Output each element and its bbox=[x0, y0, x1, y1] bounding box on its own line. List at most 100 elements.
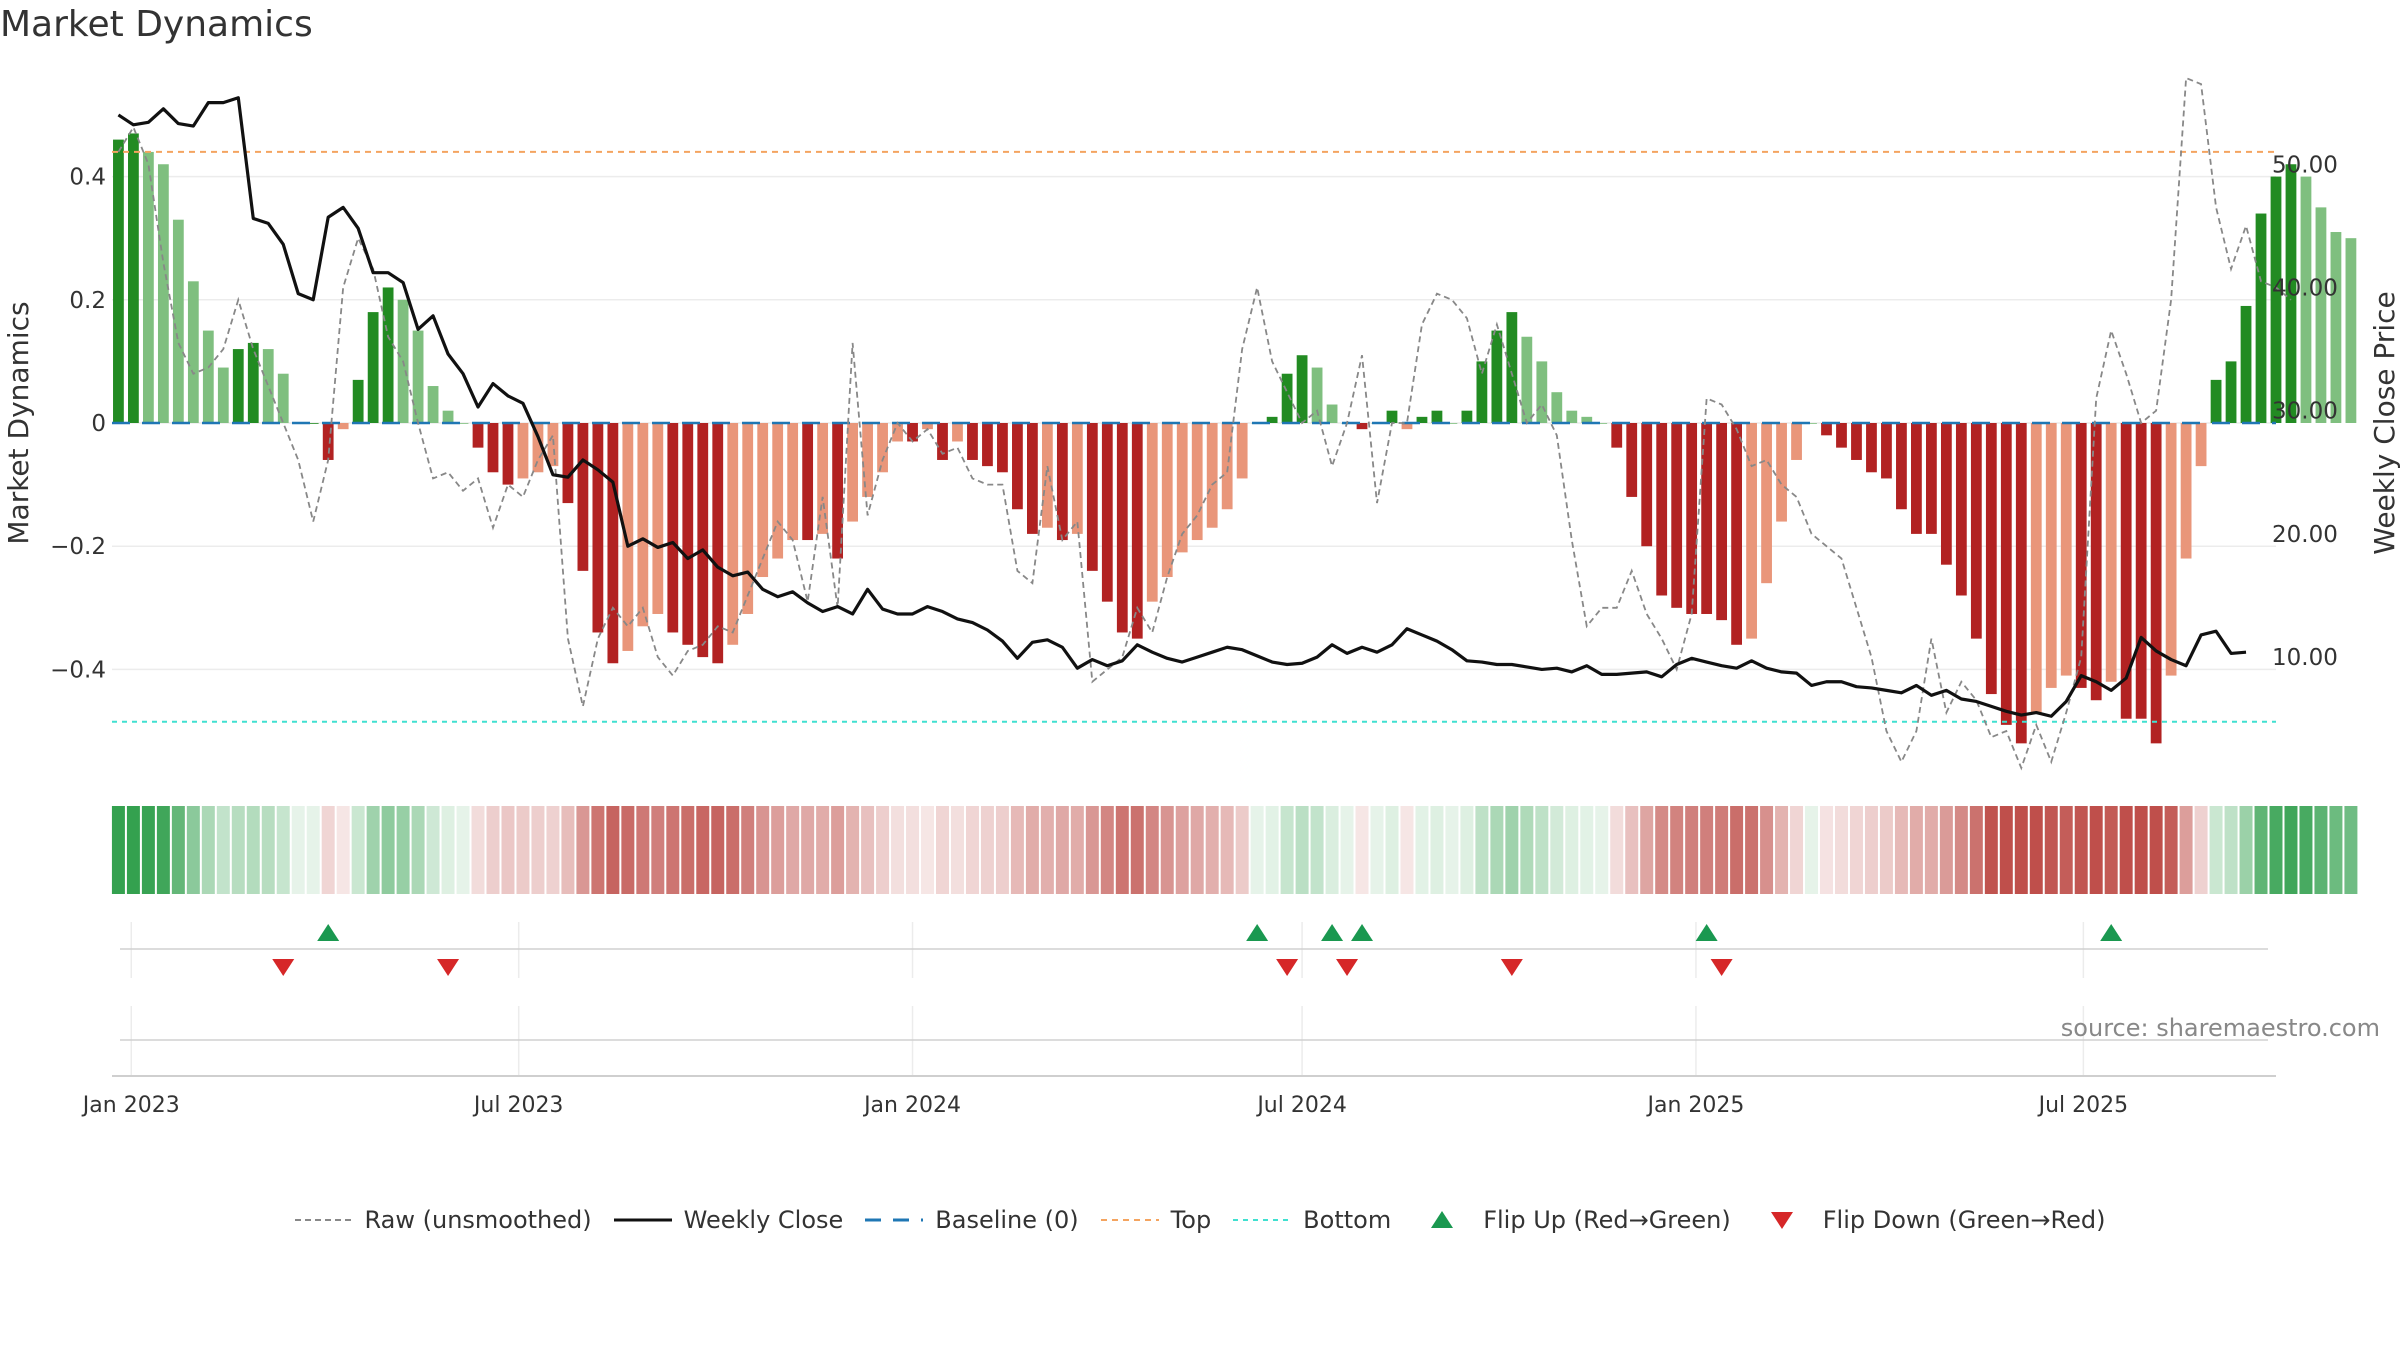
regime-cell bbox=[2299, 806, 2313, 894]
dynamics-bars bbox=[113, 133, 2357, 744]
dynamics-bar bbox=[367, 312, 379, 423]
regime-cell bbox=[2209, 806, 2223, 894]
regime-cell bbox=[1745, 806, 1759, 894]
dynamics-bar bbox=[1566, 410, 1578, 423]
flip-down-marker bbox=[1500, 959, 1523, 976]
dynamics-bar bbox=[532, 423, 544, 473]
dynamics-bar bbox=[472, 423, 484, 448]
regime-cell bbox=[1490, 806, 1504, 894]
regime-cell bbox=[1295, 806, 1309, 894]
dynamics-bar bbox=[2300, 176, 2312, 423]
axes: 0.4 0.2 0 −0.2 −0.4 50.00 40.00 30.00 20.00 10.00… bbox=[2, 152, 2400, 683]
dynamics-bar bbox=[1056, 423, 1068, 541]
dynamics-bar bbox=[157, 164, 169, 423]
regime-cell bbox=[351, 806, 365, 894]
dynamics-bar bbox=[1386, 410, 1398, 423]
regime-cell bbox=[921, 806, 935, 894]
dynamics-bar bbox=[1716, 423, 1728, 621]
dynamics-bar bbox=[352, 379, 364, 423]
dynamics-bar bbox=[442, 410, 454, 423]
flip-down-marker bbox=[437, 959, 460, 976]
regime-cell bbox=[726, 806, 740, 894]
dynamics-bar bbox=[187, 281, 199, 423]
legend-flip-down-swatch bbox=[1753, 1208, 1811, 1232]
dynamics-bar bbox=[1836, 423, 1847, 448]
regime-cell bbox=[2239, 806, 2253, 894]
regime-cell bbox=[1265, 806, 1279, 894]
regime-cell bbox=[501, 806, 515, 894]
legend-bottom: Bottom bbox=[1233, 1206, 1391, 1234]
y-tick-label: −0.4 bbox=[50, 657, 106, 683]
dynamics-bar bbox=[982, 423, 993, 467]
regime-cell bbox=[2104, 806, 2118, 894]
dynamics-bar bbox=[427, 386, 439, 423]
dynamics-bar bbox=[922, 423, 933, 430]
regime-cell bbox=[1760, 806, 1774, 894]
regime-cell bbox=[2074, 806, 2088, 894]
regime-cell bbox=[711, 806, 725, 894]
dynamics-bar bbox=[1596, 423, 1608, 424]
series-lines bbox=[117, 76, 2292, 771]
regime-cell bbox=[666, 806, 680, 894]
regime-cell bbox=[1864, 806, 1878, 894]
dynamics-bar bbox=[742, 423, 754, 614]
regime-cell bbox=[201, 806, 215, 894]
dynamics-bar bbox=[562, 423, 574, 504]
dynamics-bar bbox=[2000, 423, 2012, 725]
regime-cell bbox=[1565, 806, 1579, 894]
regime-cell bbox=[681, 806, 695, 894]
regime-cell bbox=[1700, 806, 1714, 894]
dynamics-bar bbox=[1821, 423, 1832, 436]
regime-cell bbox=[756, 806, 770, 894]
regime-cell bbox=[2344, 806, 2358, 894]
dynamics-bar bbox=[892, 423, 903, 442]
regime-cell bbox=[1400, 806, 1414, 894]
regime-cell bbox=[306, 806, 320, 894]
regime-cell bbox=[1625, 806, 1639, 894]
regime-cell bbox=[1340, 806, 1354, 894]
dynamics-bar bbox=[262, 349, 274, 423]
legend-flip-up-label: Flip Up (Red→Green) bbox=[1483, 1206, 1731, 1234]
dynamics-bar bbox=[2105, 423, 2117, 682]
dynamics-bar bbox=[1281, 373, 1293, 423]
regime-cell bbox=[1535, 806, 1549, 894]
dynamics-bar bbox=[1686, 423, 1698, 614]
weekly-close-line bbox=[117, 96, 2247, 718]
regime-cell bbox=[1834, 806, 1848, 894]
regime-cell bbox=[936, 806, 949, 894]
regime-cell bbox=[950, 806, 964, 894]
regime-cell bbox=[1250, 806, 1264, 894]
dynamics-bar bbox=[787, 423, 799, 541]
dynamics-bar bbox=[1431, 410, 1443, 423]
dynamics-bar bbox=[1071, 423, 1083, 534]
legend-flip-down-label: Flip Down (Green→Red) bbox=[1822, 1206, 2106, 1234]
dynamics-bar bbox=[2225, 361, 2237, 423]
regime-cell bbox=[1310, 806, 1324, 894]
legend-weekly-close-label: Weekly Close bbox=[683, 1206, 844, 1234]
regime-cell bbox=[1190, 806, 1204, 894]
legend-baseline: Baseline (0) bbox=[865, 1206, 1079, 1234]
y2-tick-label: 50.00 bbox=[2272, 152, 2338, 178]
dynamics-bar bbox=[1311, 367, 1323, 423]
regime-cell bbox=[456, 806, 470, 894]
dynamics-bar bbox=[652, 423, 664, 614]
regime-cell bbox=[576, 806, 590, 894]
regime-cell bbox=[1220, 806, 1234, 894]
regime-cell bbox=[621, 806, 635, 894]
regime-cell bbox=[816, 806, 830, 894]
dynamics-bar bbox=[1027, 423, 1038, 534]
dynamics-bar bbox=[1656, 423, 1668, 596]
regime-cell bbox=[1909, 806, 1923, 894]
regime-cell bbox=[1460, 806, 1474, 894]
source-note: source: sharemaestro.com bbox=[2060, 1014, 2380, 1042]
regime-cell bbox=[1085, 806, 1099, 894]
dynamics-bar bbox=[2270, 176, 2282, 423]
flip-down-marker bbox=[272, 959, 295, 976]
regime-cell bbox=[1475, 806, 1489, 894]
dynamics-bar bbox=[1491, 330, 1503, 423]
regime-cell bbox=[1640, 806, 1654, 894]
regime-cell bbox=[831, 806, 845, 894]
dynamics-bar bbox=[2180, 423, 2192, 559]
regime-cell bbox=[2224, 806, 2238, 894]
dynamics-bar bbox=[1881, 423, 1892, 479]
